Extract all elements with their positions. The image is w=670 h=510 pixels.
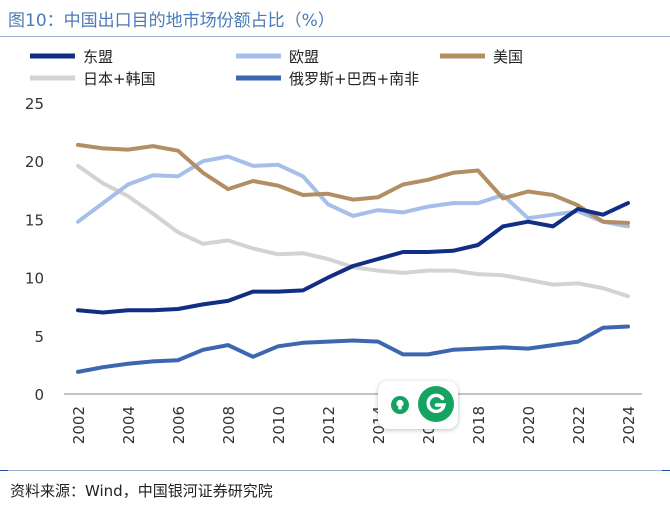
y-tick-label: 0 [34, 386, 44, 404]
grammarly-g-icon[interactable] [418, 386, 454, 422]
figure-title: 图10：中国出口目的地市场份额占比（%） [8, 11, 335, 31]
y-tick-label: 20 [25, 153, 44, 171]
floating-assistant-widget[interactable] [378, 381, 458, 429]
y-tick-label: 25 [25, 95, 44, 113]
bulb-icon[interactable] [390, 395, 410, 415]
legend-label: 欧盟 [289, 48, 319, 66]
source-note: 资料来源：Wind，中国银河证券研究院 [10, 482, 273, 500]
y-tick-label: 5 [34, 328, 44, 346]
divider-cap-right [662, 470, 670, 471]
y-tick-label: 15 [25, 211, 44, 229]
y-tick-label: 10 [25, 270, 44, 288]
series-line [76, 163, 630, 299]
series-line [76, 154, 630, 229]
series-line [76, 324, 630, 374]
x-tick-label: 2020 [520, 406, 538, 444]
divider-cap-left [0, 470, 8, 471]
x-tick-label: 2004 [120, 406, 138, 444]
legend-label: 俄罗斯+巴西+南非 [289, 70, 419, 88]
x-tick-label: 2008 [220, 406, 238, 444]
x-tick-label: 2012 [320, 406, 338, 444]
legend-label: 东盟 [83, 48, 113, 66]
x-tick-label: 2018 [470, 406, 488, 444]
series-line [76, 201, 630, 315]
legend-label: 日本+韩国 [83, 70, 156, 88]
x-tick-label: 2002 [70, 406, 88, 444]
x-tick-label: 2024 [620, 406, 638, 444]
series-line [76, 142, 630, 225]
top-divider [0, 36, 670, 37]
x-tick-label: 2010 [270, 406, 288, 444]
x-tick-label: 2006 [170, 406, 188, 444]
bottom-divider [0, 470, 670, 471]
legend-label: 美国 [493, 48, 523, 66]
x-tick-label: 2022 [570, 406, 588, 444]
